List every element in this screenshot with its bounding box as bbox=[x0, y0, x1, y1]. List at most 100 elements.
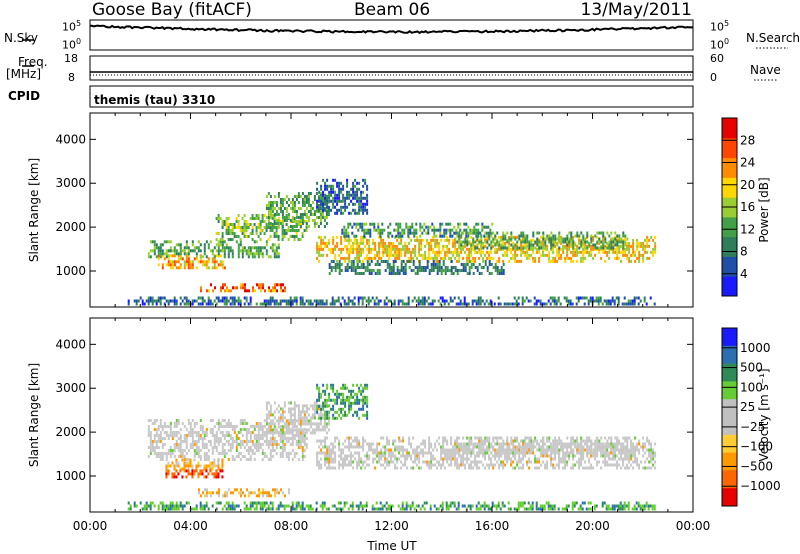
heatmap-cell bbox=[237, 252, 240, 256]
heatmap-cell bbox=[492, 436, 495, 440]
heatmap-cell bbox=[228, 488, 230, 492]
heatmap-cell bbox=[348, 190, 351, 194]
heatmap-cell bbox=[269, 431, 272, 435]
heatmap-cell bbox=[297, 446, 300, 449]
heatmap-cell bbox=[389, 299, 392, 303]
heatmap-cell bbox=[397, 299, 400, 303]
heatmap-cell bbox=[504, 234, 507, 238]
heatmap-cell bbox=[255, 446, 258, 449]
heatmap-cell bbox=[199, 437, 202, 440]
heatmap-cell bbox=[628, 466, 631, 470]
heatmap-cell bbox=[354, 457, 357, 461]
heatmap-cell bbox=[159, 437, 162, 440]
heatmap-cell bbox=[285, 201, 288, 204]
heatmap-cell bbox=[316, 457, 319, 461]
heatmap-cell bbox=[582, 247, 585, 251]
heatmap-cell bbox=[271, 229, 274, 232]
heatmap-cell bbox=[387, 231, 390, 235]
heatmap-cell bbox=[416, 451, 419, 455]
heatmap-cell bbox=[187, 299, 190, 303]
heatmap-cell bbox=[287, 452, 290, 455]
heatmap-cell bbox=[470, 253, 473, 257]
heatmap-cell bbox=[385, 296, 388, 300]
heatmap-cell bbox=[438, 263, 441, 266]
heatmap-cell bbox=[337, 296, 340, 300]
heatmap-cell bbox=[454, 237, 457, 241]
heatmap-cell bbox=[610, 237, 613, 241]
heatmap-cell bbox=[231, 446, 234, 449]
heatmap-cell bbox=[414, 448, 417, 452]
heatmap-cell bbox=[464, 240, 467, 244]
heatmap-cell bbox=[213, 464, 216, 468]
heatmap-cell bbox=[491, 222, 494, 226]
heatmap-cell bbox=[279, 220, 282, 223]
heatmap-cell bbox=[155, 246, 158, 250]
heatmap-cell bbox=[420, 247, 423, 251]
heatmap-cell bbox=[267, 192, 270, 195]
heatmap-cell bbox=[185, 458, 188, 461]
heatmap-cell bbox=[458, 259, 461, 263]
heatmap-cell bbox=[542, 231, 545, 235]
heatmap-cell bbox=[249, 440, 252, 443]
heatmap-cell bbox=[221, 475, 224, 479]
heatmap-cell bbox=[362, 448, 365, 452]
heatmap-cell bbox=[340, 241, 343, 245]
heatmap-cell bbox=[419, 302, 422, 306]
heatmap-cell bbox=[249, 425, 252, 428]
heatmap-cell bbox=[191, 434, 194, 437]
heatmap-cell bbox=[442, 260, 445, 263]
heatmap-cell bbox=[291, 440, 294, 443]
heatmap-cell bbox=[440, 463, 443, 467]
heatmap-cell bbox=[320, 193, 323, 197]
heatmap-cell bbox=[522, 244, 525, 248]
heatmap-cell bbox=[386, 460, 389, 464]
heatmap-cell bbox=[652, 250, 655, 254]
heatmap-cell bbox=[444, 457, 447, 461]
heatmap-cell bbox=[454, 451, 457, 455]
heatmap-cell bbox=[418, 269, 421, 272]
heatmap-cell bbox=[197, 475, 200, 479]
heatmap-cell bbox=[187, 252, 190, 256]
heatmap-cell bbox=[414, 266, 417, 269]
heatmap-cell bbox=[360, 205, 363, 209]
heatmap-cell bbox=[348, 259, 351, 263]
heatmap-cell bbox=[225, 243, 228, 247]
heatmap-cell bbox=[283, 235, 286, 238]
heatmap-cell bbox=[320, 187, 323, 191]
heatmap-cell bbox=[316, 205, 319, 209]
heatmap-cell bbox=[457, 302, 460, 306]
heatmap-cell bbox=[632, 250, 635, 254]
heatmap-cell bbox=[636, 460, 639, 464]
heatmap-cell bbox=[181, 452, 184, 455]
heatmap-cell bbox=[530, 451, 533, 455]
heatmap-cell bbox=[203, 249, 206, 253]
heatmap-cell bbox=[187, 263, 190, 267]
heatmap-cell bbox=[322, 202, 325, 206]
heatmap-cell bbox=[518, 259, 521, 263]
heatmap-cell bbox=[293, 207, 296, 210]
heatmap-cell bbox=[397, 302, 400, 306]
heatmap-cell bbox=[209, 240, 212, 244]
heatmap-cell bbox=[213, 475, 216, 479]
heatmap-cell bbox=[197, 431, 200, 434]
heatmap-cell bbox=[622, 457, 625, 461]
heatmap-cell bbox=[451, 234, 454, 238]
heatmap-cell bbox=[289, 235, 292, 238]
heatmap-cell bbox=[287, 410, 290, 414]
heatmap-cell bbox=[360, 238, 363, 242]
heatmap-cell bbox=[201, 263, 204, 267]
heatmap-cell bbox=[530, 238, 533, 242]
heatmap-cell bbox=[582, 244, 585, 248]
heatmap-cell bbox=[323, 216, 326, 219]
heatmap-cell bbox=[316, 244, 319, 248]
heatmap-cell bbox=[326, 460, 329, 464]
heatmap-cell bbox=[518, 454, 521, 458]
heatmap-cell bbox=[249, 458, 252, 461]
heatmap-cell bbox=[426, 263, 429, 266]
heatmap-cell bbox=[370, 250, 373, 254]
heatmap-cell bbox=[438, 436, 441, 440]
heatmap-cell bbox=[574, 241, 577, 245]
heatmap-cell bbox=[211, 260, 214, 264]
heatmap-cell bbox=[416, 266, 419, 269]
heatmap-cell bbox=[379, 231, 382, 235]
